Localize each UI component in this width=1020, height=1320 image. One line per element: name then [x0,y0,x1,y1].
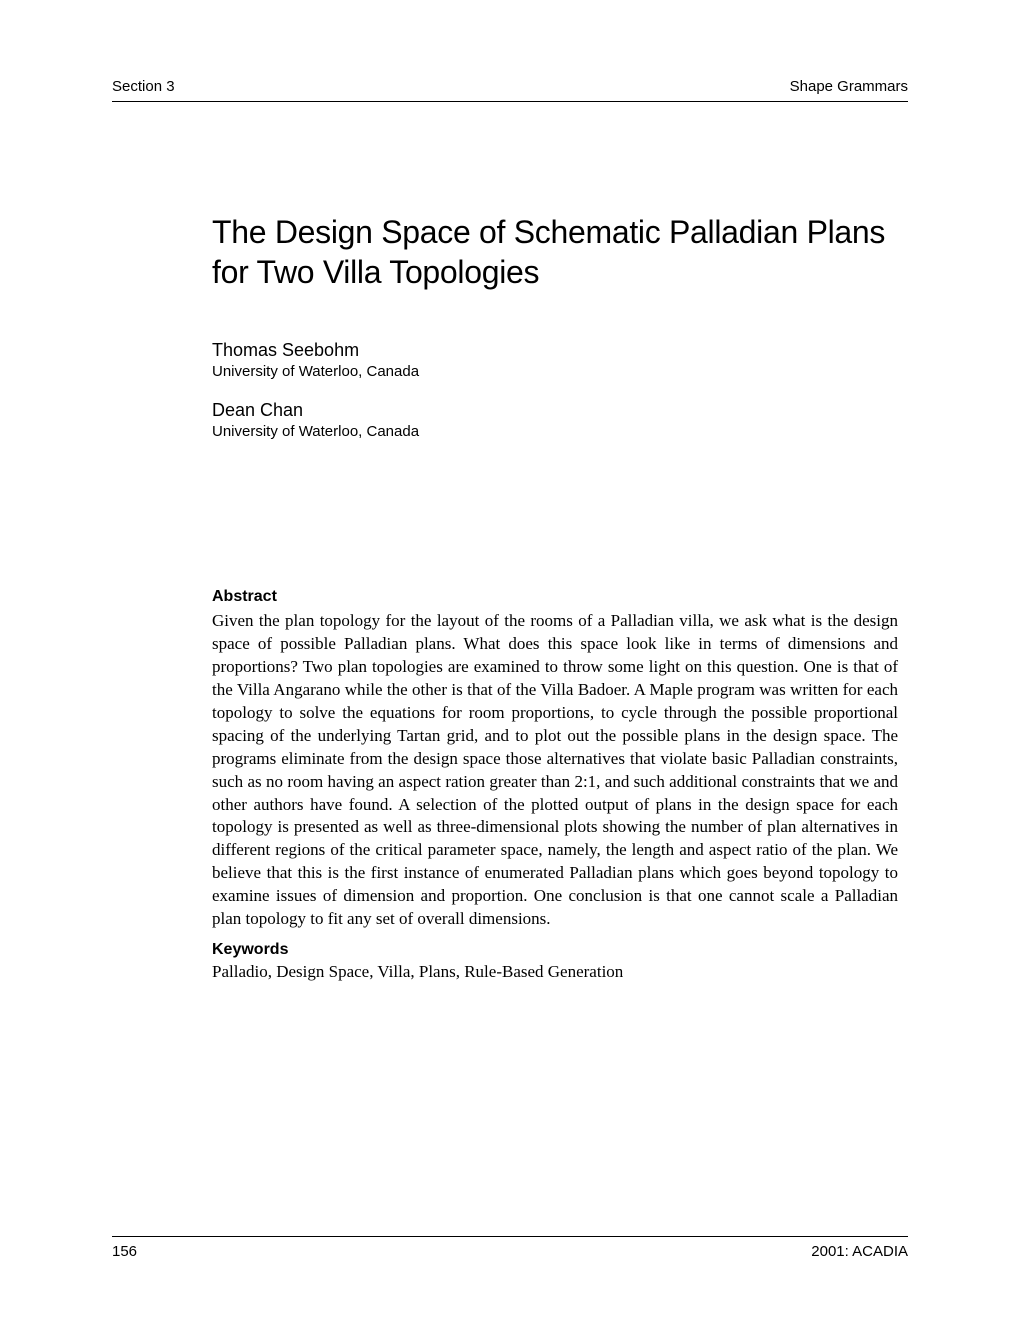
keywords-heading: Keywords [212,941,898,959]
running-header: Section 3 Shape Grammars [112,78,908,102]
abstract-heading: Abstract [212,588,898,606]
paper-title: The Design Space of Schematic Palladian … [212,212,898,292]
authors-block: Thomas Seebohm University of Waterloo, C… [212,340,908,460]
abstract-body: Given the plan topology for the layout o… [212,610,898,931]
running-footer: 156 2001: ACADIA [112,1236,908,1260]
author-name: Thomas Seebohm [212,340,908,361]
author-group: Thomas Seebohm University of Waterloo, C… [212,340,908,380]
author-affiliation: University of Waterloo, Canada [212,363,908,380]
abstract-block: Abstract Given the plan topology for the… [212,588,898,984]
page: Section 3 Shape Grammars The Design Spac… [0,0,1020,1320]
author-group: Dean Chan University of Waterloo, Canada [212,400,908,440]
header-right: Shape Grammars [790,78,908,95]
page-number: 156 [112,1243,137,1260]
header-left: Section 3 [112,78,175,95]
keywords-body: Palladio, Design Space, Villa, Plans, Ru… [212,961,898,984]
title-block: The Design Space of Schematic Palladian … [212,212,898,292]
author-name: Dean Chan [212,400,908,421]
author-affiliation: University of Waterloo, Canada [212,423,908,440]
footer-right: 2001: ACADIA [811,1243,908,1260]
